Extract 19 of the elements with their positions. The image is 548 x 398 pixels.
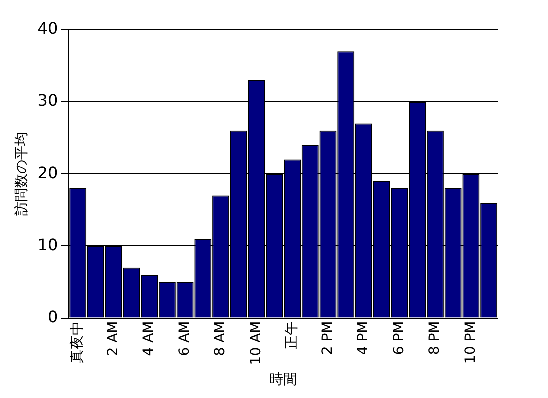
x-tick-label: 8 PM	[427, 321, 444, 356]
x-tick-label: 2 PM	[320, 321, 336, 356]
x-tick-label: 10 PM	[462, 321, 479, 364]
y-tick-label: 40	[38, 19, 58, 38]
y-axis-title: 訪問数の平均	[14, 132, 30, 216]
x-tick-label: 真夜中	[70, 321, 86, 364]
x-axis-title: 時間	[270, 372, 298, 388]
x-tick-label: 6 AM	[176, 321, 193, 356]
x-tick-label: 8 AM	[212, 321, 229, 356]
y-tick-label: 30	[38, 91, 58, 110]
x-tick-label: 正午	[284, 321, 300, 350]
x-tick-label: 6 PM	[391, 321, 408, 356]
x-tick-label: 2 AM	[105, 321, 122, 356]
y-tick-label: 20	[38, 163, 58, 182]
x-tick-label: 4 PM	[356, 321, 372, 356]
x-tick-label: 4 AM	[141, 321, 158, 356]
y-tick-label: 0	[48, 307, 58, 326]
y-tick-label: 10	[38, 235, 58, 254]
x-tick-label: 10 AM	[248, 321, 264, 366]
